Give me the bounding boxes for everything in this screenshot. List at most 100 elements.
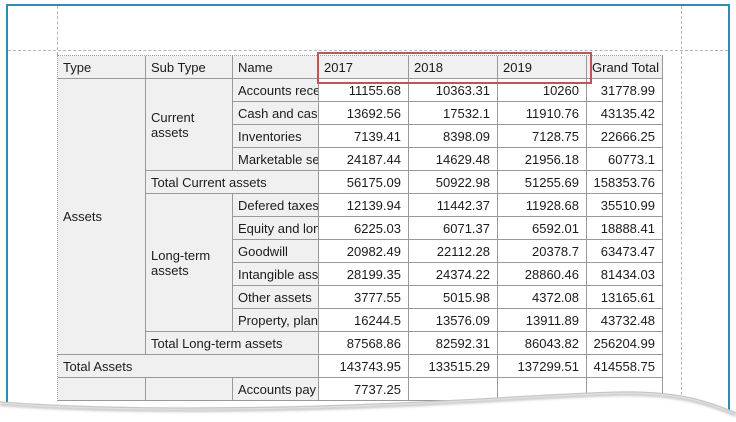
table-row: Intangible ass 28199.35 24374.22 28860.4…: [58, 263, 663, 286]
table-row: Other assets 3777.55 5015.98 4372.08 131…: [58, 286, 663, 309]
value-cell[interactable]: 82592.31: [409, 332, 498, 355]
value-cell[interactable]: 14629.48: [409, 148, 498, 171]
value-cell[interactable]: 11928.68: [498, 194, 587, 217]
name-cell[interactable]: Other assets: [233, 286, 319, 309]
value-cell[interactable]: 13576.09: [409, 309, 498, 332]
torn-edge-wave: [0, 391, 736, 422]
name-cell[interactable]: Accounts rece: [233, 79, 319, 102]
value-cell[interactable]: 10260: [498, 79, 587, 102]
value-cell[interactable]: 414558.75: [587, 355, 663, 378]
name-cell[interactable]: Defered taxes: [233, 194, 319, 217]
value-cell[interactable]: 13911.89: [498, 309, 587, 332]
value-cell[interactable]: 11155.68: [319, 79, 409, 102]
value-cell[interactable]: 13165.61: [587, 286, 663, 309]
designer-frame: Type Sub Type Name 2017 2018 2019 Grand …: [6, 4, 730, 422]
value-cell[interactable]: 18888.41: [587, 217, 663, 240]
value-cell[interactable]: 22112.28: [409, 240, 498, 263]
value-cell[interactable]: 137299.51: [498, 355, 587, 378]
value-cell[interactable]: 81434.03: [587, 263, 663, 286]
total-label-cell[interactable]: Total Current assets: [146, 171, 319, 194]
total-row-assets: Total Assets 143743.95 133515.29 137299.…: [58, 355, 663, 378]
value-cell[interactable]: 63473.47: [587, 240, 663, 263]
value-cell[interactable]: 56175.09: [319, 171, 409, 194]
name-cell[interactable]: Equity and lon: [233, 217, 319, 240]
value-cell[interactable]: 6592.01: [498, 217, 587, 240]
table-row: Cash and cas 13692.56 17532.1 11910.76 4…: [58, 102, 663, 125]
header-row: Type Sub Type Name 2017 2018 2019 Grand …: [58, 56, 663, 79]
grand-total-header[interactable]: Grand Total: [587, 56, 663, 79]
value-cell[interactable]: 16244.5: [319, 309, 409, 332]
margin-guide-right: [681, 6, 682, 420]
value-cell[interactable]: 22666.25: [587, 125, 663, 148]
name-cell[interactable]: Inventories: [233, 125, 319, 148]
value-cell[interactable]: 158353.76: [587, 171, 663, 194]
value-cell[interactable]: 60773.1: [587, 148, 663, 171]
value-cell[interactable]: 7139.41: [319, 125, 409, 148]
margin-guide-horizontal: [8, 50, 728, 51]
value-cell[interactable]: 11910.76: [498, 102, 587, 125]
value-cell[interactable]: 10363.31: [409, 79, 498, 102]
value-cell[interactable]: 7128.75: [498, 125, 587, 148]
name-column-header[interactable]: Name: [233, 56, 319, 79]
value-cell[interactable]: 5015.98: [409, 286, 498, 309]
value-cell[interactable]: 21956.18: [498, 148, 587, 171]
table-row: Goodwill 20982.49 22112.28 20378.7 63473…: [58, 240, 663, 263]
value-cell[interactable]: 28860.46: [498, 263, 587, 286]
table-row: Property, plan 16244.5 13576.09 13911.89…: [58, 309, 663, 332]
value-cell[interactable]: 13692.56: [319, 102, 409, 125]
value-cell[interactable]: 50922.98: [409, 171, 498, 194]
table-row: Marketable se 24187.44 14629.48 21956.18…: [58, 148, 663, 171]
year-2017-header[interactable]: 2017: [319, 56, 409, 79]
value-cell[interactable]: 51255.69: [498, 171, 587, 194]
total-label-cell[interactable]: Total Long-term assets: [146, 332, 319, 355]
partial-row: Accounts pay 7737.25: [58, 378, 663, 401]
value-cell[interactable]: 6071.37: [409, 217, 498, 240]
value-cell[interactable]: 17532.1: [409, 102, 498, 125]
pivot-table[interactable]: Type Sub Type Name 2017 2018 2019 Grand …: [57, 55, 663, 401]
value-cell[interactable]: 31778.99: [587, 79, 663, 102]
type-group-cell[interactable]: Assets: [58, 79, 146, 355]
value-cell[interactable]: 35510.99: [587, 194, 663, 217]
name-cell[interactable]: Goodwill: [233, 240, 319, 263]
value-cell[interactable]: 8398.09: [409, 125, 498, 148]
name-cell[interactable]: Cash and cas: [233, 102, 319, 125]
value-cell[interactable]: 133515.29: [409, 355, 498, 378]
subtype-group-cell-long-term[interactable]: Long-term assets: [146, 194, 233, 332]
name-cell[interactable]: Property, plan: [233, 309, 319, 332]
type-group-cell[interactable]: [58, 378, 146, 401]
value-cell[interactable]: 86043.82: [498, 332, 587, 355]
value-cell[interactable]: 12139.94: [319, 194, 409, 217]
value-cell[interactable]: 43732.48: [587, 309, 663, 332]
type-column-header[interactable]: Type: [58, 56, 146, 79]
margin-guide-left: [57, 6, 58, 55]
value-cell[interactable]: 4372.08: [498, 286, 587, 309]
value-cell[interactable]: 20378.7: [498, 240, 587, 263]
value-cell[interactable]: 11442.37: [409, 194, 498, 217]
value-cell[interactable]: 87568.86: [319, 332, 409, 355]
name-cell[interactable]: Intangible ass: [233, 263, 319, 286]
total-row-current: Total Current assets 56175.09 50922.98 5…: [58, 171, 663, 194]
value-cell[interactable]: 7737.25: [319, 378, 409, 401]
total-label-cell[interactable]: Total Assets: [58, 355, 319, 378]
table-row: Equity and lon 6225.03 6071.37 6592.01 1…: [58, 217, 663, 240]
value-cell[interactable]: 143743.95: [319, 355, 409, 378]
name-cell[interactable]: Marketable se: [233, 148, 319, 171]
year-2018-header[interactable]: 2018: [409, 56, 498, 79]
value-cell[interactable]: 20982.49: [319, 240, 409, 263]
sub-type-column-header[interactable]: Sub Type: [146, 56, 233, 79]
value-cell[interactable]: 43135.42: [587, 102, 663, 125]
value-cell[interactable]: 24374.22: [409, 263, 498, 286]
value-cell[interactable]: 28199.35: [319, 263, 409, 286]
value-cell[interactable]: 24187.44: [319, 148, 409, 171]
subtype-group-cell-current[interactable]: Current assets: [146, 79, 233, 171]
total-row-long-term: Total Long-term assets 87568.86 82592.31…: [58, 332, 663, 355]
subtype-group-cell[interactable]: [146, 378, 233, 401]
value-cell[interactable]: 6225.03: [319, 217, 409, 240]
name-cell[interactable]: Accounts pay: [233, 378, 319, 401]
table-row: Inventories 7139.41 8398.09 7128.75 2266…: [58, 125, 663, 148]
year-2019-header[interactable]: 2019: [498, 56, 587, 79]
table-row: Long-term assets Defered taxes 12139.94 …: [58, 194, 663, 332]
value-cell[interactable]: 256204.99: [587, 332, 663, 355]
value-cell[interactable]: 3777.55: [319, 286, 409, 309]
